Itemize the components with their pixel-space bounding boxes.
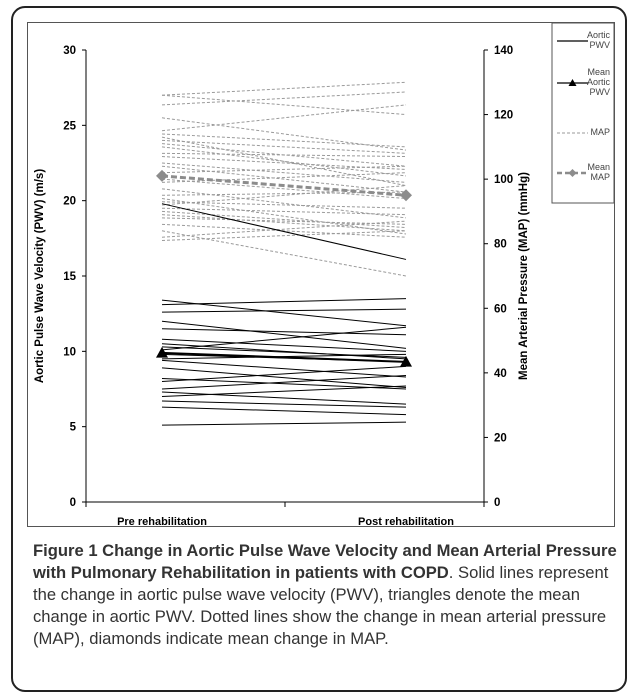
map-line-29 [161, 81, 407, 96]
map-line-6 [161, 139, 407, 154]
pwv-line-5 [161, 338, 407, 352]
pwv-line-11 [161, 359, 407, 378]
map-line-21 [161, 207, 407, 216]
pwv-line-15 [161, 374, 407, 390]
map-line-28 [161, 230, 407, 241]
map-line-23 [161, 214, 407, 232]
right-tick-label-20: 20 [494, 432, 507, 444]
map-line-11 [161, 162, 407, 183]
figure-caption: Figure 1 Change in Aortic Pulse Wave Vel… [33, 540, 618, 650]
pwv-line-7 [161, 346, 407, 358]
map-line-22 [161, 210, 407, 229]
legend-label-3-0: Mean [587, 162, 610, 172]
map-line-17 [161, 191, 407, 196]
pwv-line-14 [161, 365, 407, 382]
map-line-19 [161, 201, 407, 209]
map-line-12 [161, 165, 407, 193]
pwv-line-2 [161, 308, 407, 313]
figure-panel: 0 5 10 15 20 25 30 0 20 40 60 80 100 120 140 Pre rehabi… [11, 6, 627, 692]
pwv-line-19 [161, 406, 407, 416]
left-tick-label-30: 30 [63, 45, 76, 57]
left-tick-label-10: 10 [63, 346, 76, 358]
pwv-line-1 [161, 298, 407, 306]
right-tick-label-60: 60 [494, 303, 507, 315]
map-line-10 [161, 156, 407, 170]
map-line-20 [161, 185, 407, 206]
map-line-4 [161, 133, 407, 148]
pwv-mean-line [161, 351, 407, 363]
map-mean-diamond-0 [156, 169, 168, 182]
map-line-26 [161, 230, 407, 277]
map-mean-line [161, 174, 407, 197]
map-line-0 [161, 94, 407, 116]
left-tick-label-15: 15 [63, 271, 76, 283]
right-tick-label-80: 80 [494, 239, 507, 251]
map-line-24 [161, 217, 407, 225]
legend-diamond-marker [568, 169, 577, 177]
map-line-9 [161, 152, 407, 158]
category-label-0: Pre rehabilitation [117, 516, 207, 526]
category-label-1: Post rehabilitation [358, 516, 454, 526]
map-line-16 [161, 188, 407, 219]
legend-label-1-1: Aortic [587, 77, 611, 87]
pwv-line-3 [161, 320, 407, 349]
pwv-line-12 [161, 367, 407, 388]
pwv-line-16 [161, 391, 407, 405]
map-line-15 [161, 172, 407, 183]
legend-label-0-0: Aortic [587, 30, 611, 40]
pwv-line-21 [161, 203, 407, 260]
right-tick-label-40: 40 [494, 368, 507, 380]
map-mean-diamond-1 [400, 189, 412, 202]
pwv-line-8 [161, 326, 407, 351]
left-tick-label-25: 25 [63, 120, 76, 132]
map-line-13 [161, 165, 407, 174]
right-tick-label-120: 120 [494, 110, 513, 122]
pwv-line-18 [161, 400, 407, 408]
legend-label-1-0: Mean [587, 67, 610, 77]
map-line-5 [161, 136, 407, 187]
pwv-line-13 [161, 377, 407, 390]
legend-label-3-1: MAP [590, 172, 610, 182]
legend-label-1-2: PWV [589, 87, 610, 97]
chart-frame: 0 5 10 15 20 25 30 0 20 40 60 80 100 120 140 Pre rehabi… [27, 22, 615, 527]
right-axis-title: Mean Arterial Pressure (MAP) (mmHg) [518, 172, 530, 380]
map-line-27 [161, 220, 407, 238]
right-tick-label-0: 0 [494, 497, 500, 509]
pwv-mean-triangle-0 [156, 346, 168, 358]
pwv-line-4 [161, 328, 407, 336]
map-line-3 [161, 104, 407, 132]
caption-title: Figure 1 Change in Aortic Pulse Wave Vel… [33, 541, 617, 582]
right-tick-label-100: 100 [494, 174, 513, 186]
left-tick-label-20: 20 [63, 196, 76, 208]
map-line-25 [161, 223, 407, 238]
right-tick-label-140: 140 [494, 45, 513, 57]
pwv-line-0 [161, 299, 407, 327]
left-tick-label-5: 5 [70, 422, 77, 434]
map-line-1 [161, 91, 407, 106]
legend-triangle-marker [568, 79, 577, 86]
pwv-mean-triangle-1 [400, 355, 412, 367]
pwv-map-chart: 0 5 10 15 20 25 30 0 20 40 60 80 100 120 140 Pre rehabi… [34, 23, 614, 526]
map-line-14 [161, 178, 407, 200]
map-line-8 [161, 146, 407, 177]
left-axis-title: Aortic Pulse Wave Velocity (PWV) (m/s) [34, 169, 46, 383]
pwv-line-17 [161, 385, 407, 398]
map-line-18 [161, 198, 407, 235]
pwv-line-20 [161, 421, 407, 426]
left-tick-label-0: 0 [70, 497, 76, 509]
legend-label-2-0: MAP [590, 127, 610, 137]
caption-text: . Solid lines represent the change in ao… [33, 563, 609, 648]
map-line-2 [161, 117, 407, 151]
legend-label-0-1: PWV [589, 40, 610, 50]
